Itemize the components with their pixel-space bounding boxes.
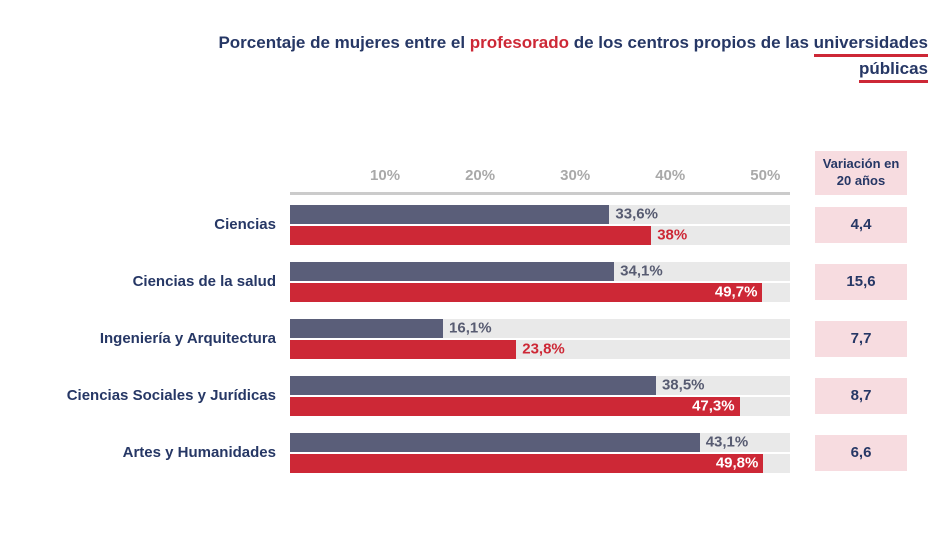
- bar-red: 49,8%: [290, 453, 764, 473]
- axis-tick: 30%: [560, 166, 591, 184]
- bar-dark: 34,1%: [290, 261, 663, 281]
- bar-track: 49,8%: [290, 453, 790, 473]
- bar-track: 34,1%: [290, 261, 790, 281]
- variation-value: 6,6: [815, 434, 907, 471]
- chart-row: Ingeniería y Arquitectura 16,1% 23,8% 7,…: [12, 318, 940, 359]
- chart-title: Porcentaje de mujeres entre el profesora…: [204, 30, 928, 84]
- bar-dark: 38,5%: [290, 375, 705, 395]
- bar-dark: 43,1%: [290, 432, 748, 452]
- bar-red: 23,8%: [290, 339, 565, 359]
- category-label: Artes y Humanidades: [122, 444, 276, 462]
- bar-group: 16,1% 23,8%: [290, 318, 790, 359]
- bar-red: 38%: [290, 225, 687, 245]
- bar-red-label: 38%: [657, 226, 688, 244]
- variation-value: 7,7: [815, 320, 907, 357]
- bar-dark-label: 43,1%: [705, 433, 749, 451]
- bar-dark-label: 16,1%: [449, 319, 492, 337]
- bar-dark-label: 38,5%: [661, 376, 705, 394]
- bar-chart: 10% 20% 30% 40% 50% Variación en 20 años Cie…: [0, 150, 940, 473]
- category-label: Ingeniería y Arquitectura: [99, 330, 276, 348]
- axis-tick: 40%: [655, 166, 686, 184]
- bar-dark-label: 34,1%: [620, 262, 663, 280]
- bar-red-label: 49,8%: [715, 454, 759, 472]
- bar-dark-label: 33,6%: [615, 205, 658, 223]
- bar-track: 47,3%: [290, 396, 790, 416]
- bar-red: 47,3%: [290, 396, 740, 416]
- chart-rows: Ciencias 33,6% 38% 4,4 Ciencias de la sa…: [12, 204, 940, 473]
- title-highlight: profesorado: [469, 33, 569, 52]
- chart-row: Ciencias 33,6% 38% 4,4: [12, 204, 940, 245]
- category-label: Ciencias Sociales y Jurídicas: [66, 387, 276, 405]
- chart-row: Artes y Humanidades 43,1% 49,8% 6,6: [12, 432, 940, 473]
- title-middle: de los centros propios de las: [568, 33, 814, 52]
- bar-group: 43,1% 49,8%: [290, 432, 790, 473]
- variation-value: 8,7: [815, 377, 907, 414]
- category-label: Ciencias de la salud: [132, 273, 276, 291]
- bar-track: 38,5%: [290, 375, 790, 395]
- title-underlined: universidades públicas: [813, 33, 928, 84]
- title-prefix: Porcentaje de mujeres entre el: [218, 33, 470, 52]
- bar-dark: 16,1%: [290, 318, 492, 338]
- bar-red-label: 23,8%: [522, 340, 565, 358]
- bar-red: 49,7%: [290, 282, 763, 302]
- variation-value: 15,6: [815, 263, 907, 300]
- x-axis: 10% 20% 30% 40% 50%: [290, 151, 790, 195]
- bar-track: 16,1%: [290, 318, 790, 338]
- bar-track: 23,8%: [290, 339, 790, 359]
- bar-red-label: 47,3%: [692, 397, 735, 415]
- variation-header: Variación en 20 años: [815, 150, 907, 195]
- axis-tick: 50%: [750, 166, 781, 184]
- category-label: Ciencias: [214, 216, 276, 234]
- bar-group: 38,5% 47,3%: [290, 375, 790, 416]
- bar-track: 49,7%: [290, 282, 790, 302]
- bar-group: 34,1% 49,7%: [290, 261, 790, 302]
- bar-track: 43,1%: [290, 432, 790, 452]
- variation-value: 4,4: [815, 206, 907, 243]
- bar-group: 33,6% 38%: [290, 204, 790, 245]
- axis-tick: 20%: [465, 166, 496, 184]
- axis-tick: 10%: [370, 166, 401, 184]
- bar-track: 33,6%: [290, 204, 790, 224]
- chart-header-row: 10% 20% 30% 40% 50% Variación en 20 años: [12, 150, 940, 195]
- bar-red-label: 49,7%: [714, 283, 758, 301]
- bar-track: 38%: [290, 225, 790, 245]
- chart-row: Ciencias Sociales y Jurídicas 38,5% 47,3…: [12, 375, 940, 416]
- bar-dark: 33,6%: [290, 204, 658, 224]
- chart-row: Ciencias de la salud 34,1% 49,7% 15,6: [12, 261, 940, 302]
